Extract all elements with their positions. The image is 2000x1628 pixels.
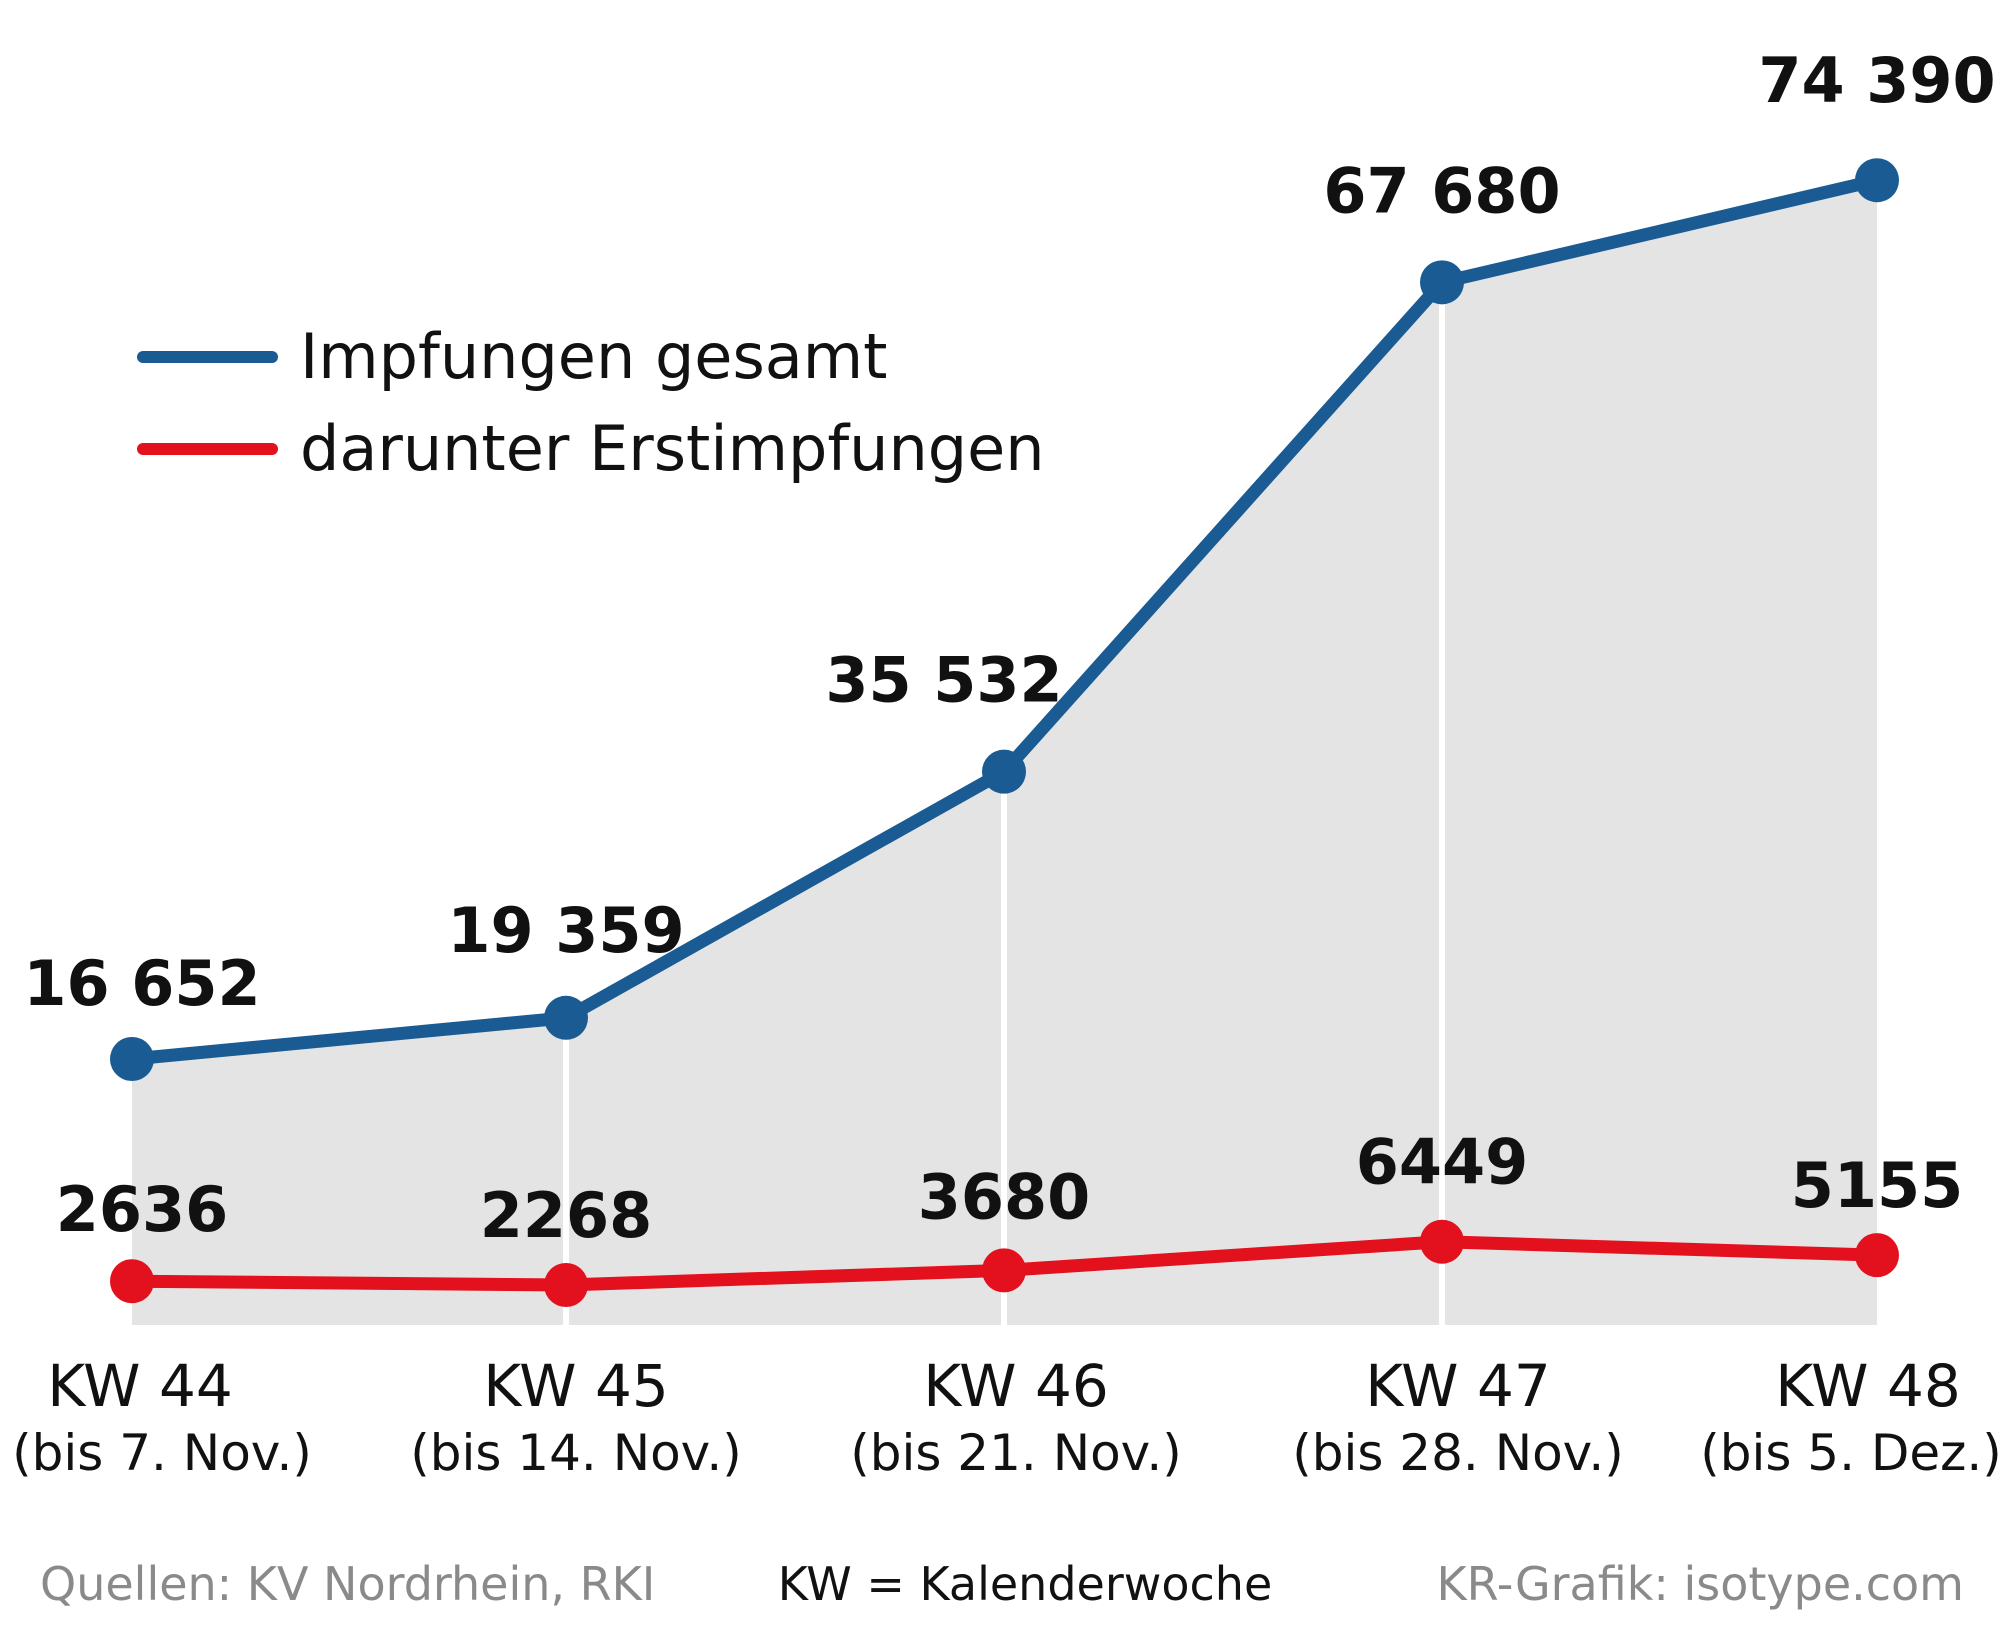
source-note: Quellen: KV Nordrhein, RKI	[40, 1557, 655, 1611]
credit-note: KR-Grafik: isotype.com	[1436, 1557, 1964, 1611]
data-point-total	[1420, 260, 1464, 305]
abbreviation-note: KW = Kalenderwoche	[778, 1557, 1273, 1611]
data-label-total: 74 390	[1758, 44, 1995, 117]
data-label-total: 35 532	[825, 644, 1062, 717]
data-label-first: 3680	[918, 1160, 1091, 1233]
legend-label-first: darunter Erstimpfungen	[300, 412, 1045, 485]
data-label-total: 67 680	[1323, 154, 1560, 227]
data-label-first: 5155	[1791, 1149, 1964, 1222]
data-points	[110, 158, 1899, 1307]
data-point-first	[110, 1259, 154, 1304]
data-label-total: 16 652	[23, 947, 260, 1020]
data-point-first	[544, 1263, 588, 1307]
data-label-first: 6449	[1356, 1126, 1529, 1199]
data-label-total: 19 359	[447, 894, 684, 967]
x-tick-label: KW 48	[1775, 1352, 1961, 1420]
data-point-total	[110, 1037, 154, 1081]
data-labels: 16 652 19 359 35 532 67 680 74 390 2636 2268 36…	[23, 44, 1995, 1252]
data-point-total	[544, 995, 588, 1040]
x-tick-sublabel: (bis 28. Nov.)	[1292, 1424, 1624, 1482]
x-tick-sublabel: (bis 7. Nov.)	[12, 1424, 312, 1482]
x-tick-label: KW 46	[923, 1352, 1109, 1420]
data-point-first	[1855, 1233, 1899, 1278]
legend: Impfungen gesamt darunter Erstimpfungen	[137, 320, 1045, 485]
data-label-first: 2268	[480, 1179, 653, 1252]
x-tick-label: KW 47	[1365, 1352, 1551, 1420]
x-tick-sublabel: (bis 21. Nov.)	[850, 1424, 1182, 1482]
data-point-total	[1855, 158, 1899, 203]
footer: Quellen: KV Nordrhein, RKI KW = Kalender…	[40, 1557, 1964, 1611]
data-point-total	[982, 749, 1026, 794]
x-tick-label: KW 44	[47, 1352, 233, 1420]
data-point-first	[982, 1248, 1026, 1293]
x-tick-label: KW 45	[483, 1352, 669, 1420]
x-tick-sublabel: (bis 5. Dez.)	[1700, 1424, 2000, 1482]
x-tick-sublabel: (bis 14. Nov.)	[410, 1424, 742, 1482]
x-axis-labels: KW 44 KW 45 KW 46 KW 47 KW 48 (bis 7. Nov.) (b…	[12, 1352, 2000, 1482]
data-label-first: 2636	[56, 1173, 229, 1246]
data-point-first	[1420, 1219, 1464, 1264]
legend-label-total: Impfungen gesamt	[300, 320, 887, 393]
